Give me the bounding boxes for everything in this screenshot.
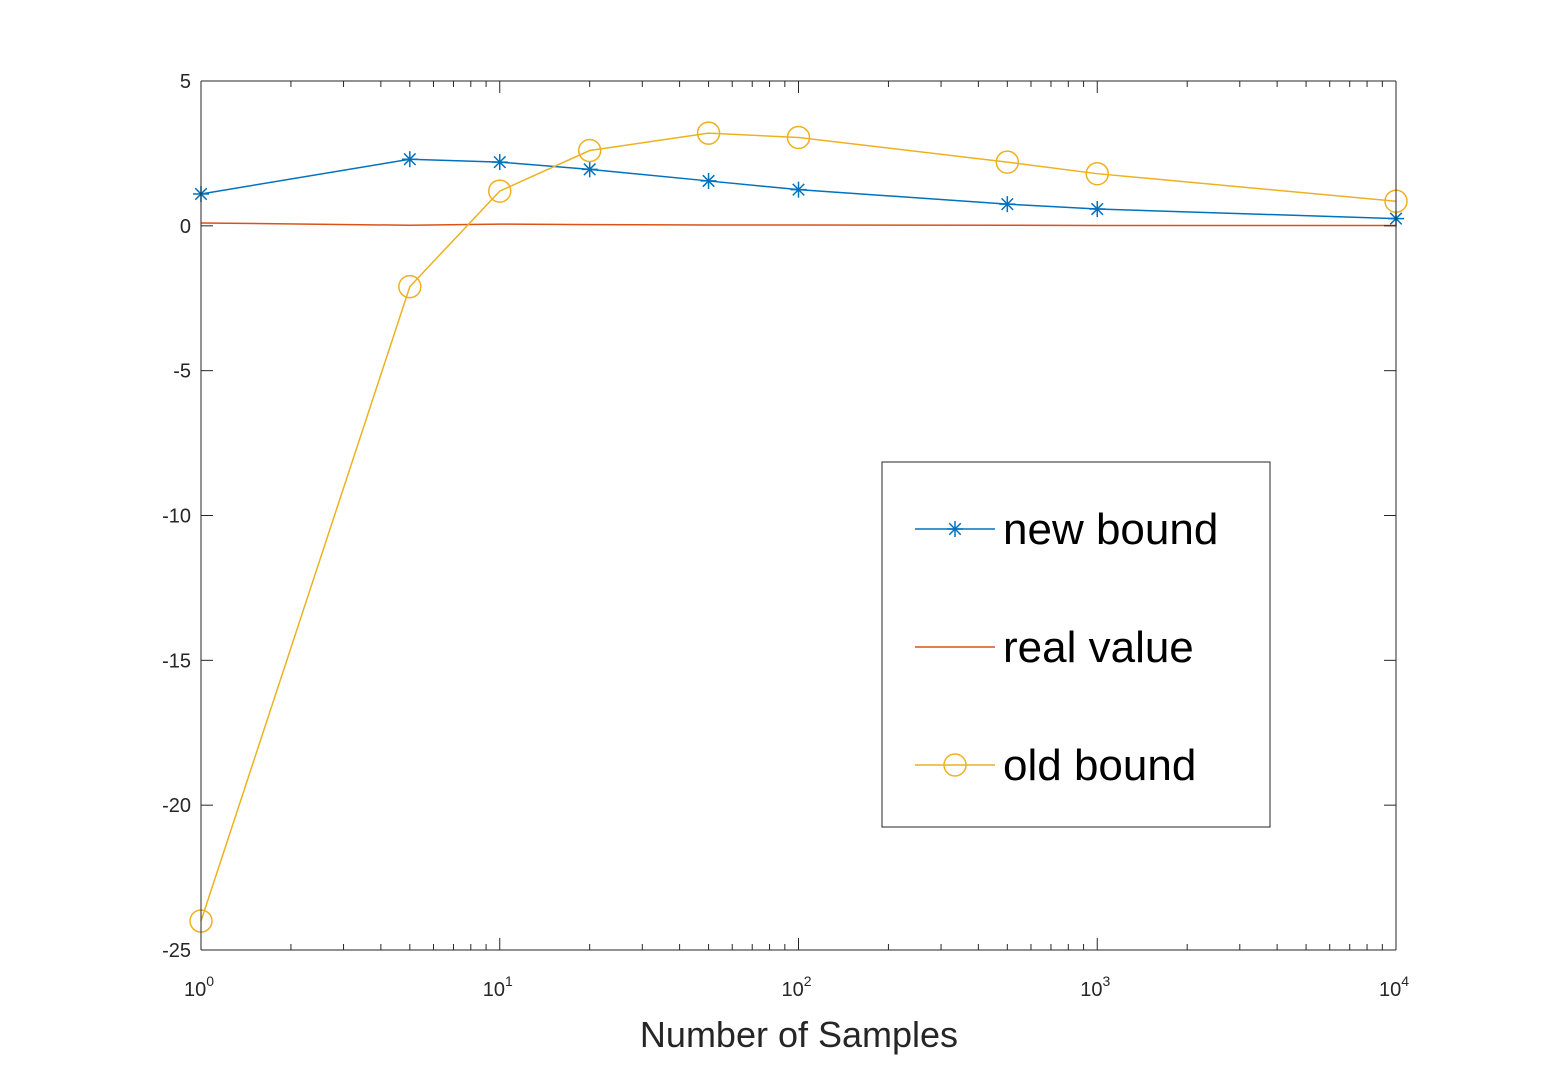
asterisk-stroke (1001, 197, 1014, 211)
tick-marks (200, 80, 1397, 951)
legend: new bound real value old bound (881, 461, 1271, 828)
legend-label: old bound (1003, 741, 1196, 790)
x-tick-label-exponent: 0 (206, 973, 214, 989)
x-tick-label-base: 10 (184, 979, 206, 1001)
asterisk-stroke (403, 152, 417, 166)
series-real-value (200, 222, 1396, 227)
x-tick-label: 101 (483, 973, 513, 1001)
x-tick-label: 100 (184, 973, 214, 1001)
data-point (999, 196, 1016, 213)
data-point (581, 161, 598, 178)
x-tick-label-exponent: 3 (1102, 973, 1110, 989)
x-tick-label-base: 10 (483, 979, 505, 1001)
data-point (700, 172, 717, 189)
data-point (995, 150, 1020, 174)
x-tick-label-base: 10 (1080, 979, 1102, 1001)
x-tick-label: 104 (1379, 973, 1409, 1001)
y-tick-label: -10 (162, 506, 191, 528)
data-point (790, 181, 807, 198)
asterisk-stroke (948, 522, 962, 536)
series-line-real-value (200, 222, 1396, 227)
legend-marker (947, 521, 963, 537)
series-line-old-bound (200, 132, 1397, 922)
legend-label: real value (1003, 623, 1194, 672)
legend-item: old bound (915, 741, 1196, 790)
x-tick-label-base: 10 (781, 979, 803, 1001)
x-tick-label-base: 10 (1379, 979, 1401, 1001)
y-tick-label: -20 (162, 795, 191, 817)
x-axis-title: Number of Samples (640, 1014, 958, 1055)
y-tick-label: -15 (162, 650, 191, 672)
x-tick-label: 103 (1080, 973, 1110, 1001)
data-point (696, 121, 721, 145)
y-tick-label: -25 (162, 940, 191, 962)
asterisk-stroke (792, 183, 805, 196)
x-tick-label-exponent: 2 (804, 973, 812, 989)
asterisk-stroke (702, 174, 715, 188)
y-tick-label: -5 (173, 361, 191, 383)
series-old-bound (189, 121, 1408, 933)
data-point (1089, 201, 1106, 218)
data-point (491, 154, 508, 171)
x-tick-label-exponent: 1 (505, 973, 513, 989)
x-tick-label-exponent: 4 (1401, 973, 1409, 989)
x-tick-label: 102 (781, 973, 811, 1001)
legend-marker (943, 753, 967, 777)
legend-item: new bound (915, 505, 1218, 554)
data-point (398, 274, 422, 299)
asterisk-stroke (583, 163, 596, 176)
data-point (786, 125, 811, 150)
y-tick-label: 0 (180, 216, 191, 238)
series-layer (189, 121, 1408, 933)
data-point (1085, 161, 1109, 186)
data-point (488, 179, 512, 203)
asterisk-stroke (1090, 202, 1104, 216)
data-point (577, 138, 602, 163)
data-point (401, 151, 418, 168)
legend-label: new bound (1003, 505, 1218, 554)
asterisk-stroke (493, 155, 507, 169)
legend-item: real value (915, 623, 1194, 672)
legend-box (881, 461, 1271, 828)
y-tick-label: 5 (180, 71, 191, 93)
